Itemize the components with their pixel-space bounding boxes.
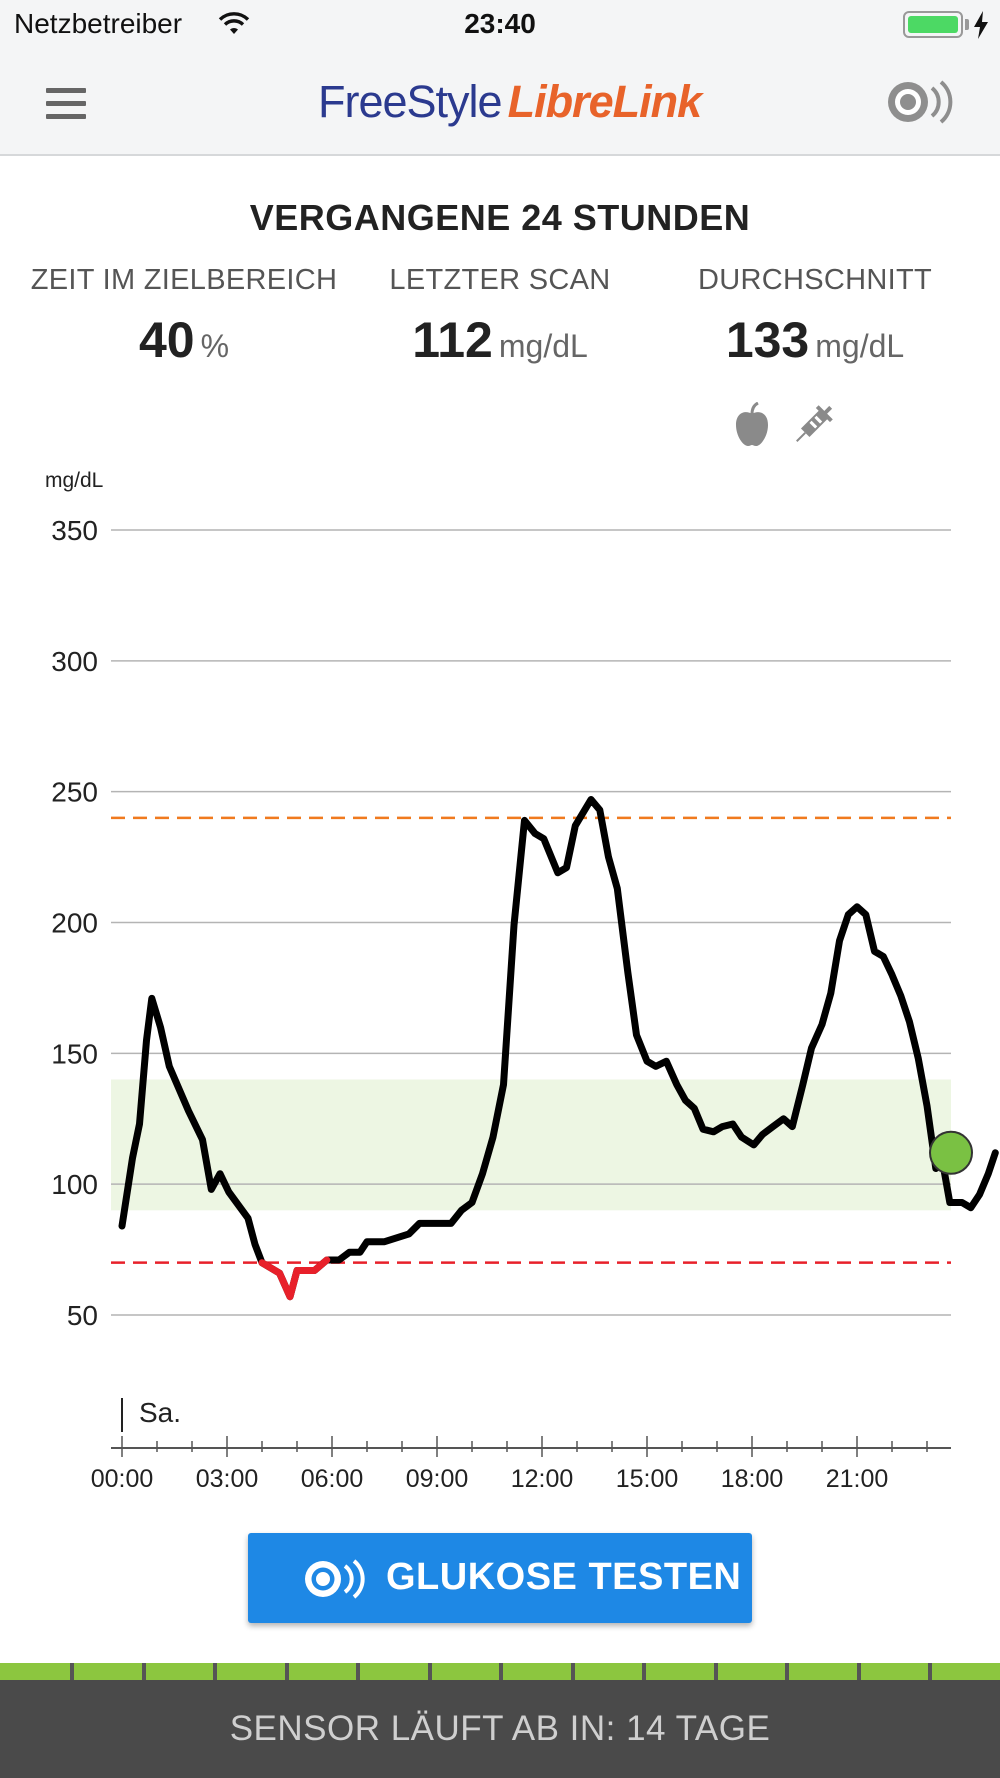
time-in-range-value: 40 [138,312,195,368]
x-tick-label: 06:00 [301,1465,364,1490]
sensor-life-tick [713,1663,718,1680]
x-tick-label: 12:00 [511,1465,574,1490]
wifi-icon [218,12,250,34]
day-marker-label: Sa. [139,1397,181,1428]
app-logo: FreeStyle LibreLink [318,76,703,128]
x-tick-label: 21:00 [826,1465,889,1490]
y-tick-label: 200 [51,908,98,939]
glucose-low-segment [258,1256,331,1301]
sensor-life-tick [570,1663,575,1680]
carrier-name: Netzbetreiber [14,8,183,39]
sensor-scan-icon[interactable] [886,76,954,128]
check-glucose-label: GLUKOSE TESTEN [386,1556,742,1598]
sensor-life-tick [785,1663,789,1680]
sensor-life-tick [356,1663,360,1680]
sensor-status-footer: SENSOR LÄUFT AB IN: 14 TAGE [0,1680,1000,1778]
sensor-life-bar [0,1663,1000,1680]
y-tick-label: 350 [51,515,98,546]
apple-icon [736,402,768,446]
x-tick-label: 09:00 [406,1465,469,1490]
target-range-band [111,1079,951,1211]
glucose-line [118,796,999,1301]
average-stat: DURCHSCHNITT 133 mg/dL [655,264,975,369]
sensor-expiry-text: SENSOR LÄUFT AB IN: 14 TAGE [229,1709,771,1748]
battery-icon [903,11,963,38]
y-axis-unit: mg/dL [45,469,103,492]
charging-bolt-icon [974,11,988,39]
x-tick-label: 00:00 [91,1465,154,1490]
sensor-life-tick [141,1663,146,1680]
x-tick-label: 18:00 [721,1465,784,1490]
x-tick-label: 15:00 [616,1465,679,1490]
battery-tip [965,19,969,30]
last-scan-unit: mg/dL [498,328,588,364]
page-title: VERGANGENE 24 STUNDEN [249,197,751,238]
last-scan-value: 112 [412,312,493,368]
y-tick-label: 50 [67,1300,98,1331]
sensor-life-tick [856,1663,861,1680]
logo-part2: LibreLink [507,76,703,127]
y-tick-label: 100 [51,1169,98,1200]
logo-part1: FreeStyle [318,76,503,127]
check-glucose-button[interactable]: GLUKOSE TESTEN [248,1533,752,1623]
last-scan-label: LETZTER SCAN [389,264,611,296]
app-header: FreeStyle LibreLink [0,50,1000,156]
glucose-chart: 50 100 150 200 250 300 350 mg/dL Sa. 00:00 03:0… [45,469,999,1490]
last-scan-point[interactable] [929,1130,973,1175]
sensor-scan-icon [305,1559,365,1599]
hamburger-menu-icon[interactable] [46,88,86,120]
y-tick-label: 300 [51,646,98,677]
sensor-life-tick [642,1663,646,1680]
sensor-life-tick [70,1663,74,1680]
sensor-life-tick [928,1663,932,1680]
sensor-life-tick [284,1663,289,1680]
time-in-range-stat: ZEIT IM ZIELBEREICH 40% [24,264,344,369]
sensor-life-tick [213,1663,217,1680]
y-tick-label: 250 [51,777,98,808]
status-time: 23:40 [464,8,536,39]
sensor-life-tick [499,1663,503,1680]
average-label: DURCHSCHNITT [698,264,932,296]
y-tick-label: 150 [51,1038,98,1069]
x-tick-label: 03:00 [196,1465,259,1490]
time-in-range-label: ZEIT IM ZIELBEREICH [30,264,338,296]
status-bar: Netzbetreiber 23:40 [0,0,1000,50]
sensor-life-tick [427,1663,432,1680]
time-in-range-unit: % [200,328,230,364]
last-scan-stat: LETZTER SCAN 112 mg/dL [340,264,660,369]
average-value: 133 [725,312,810,368]
average-unit: mg/dL [815,328,905,364]
syringe-icon [796,405,833,442]
